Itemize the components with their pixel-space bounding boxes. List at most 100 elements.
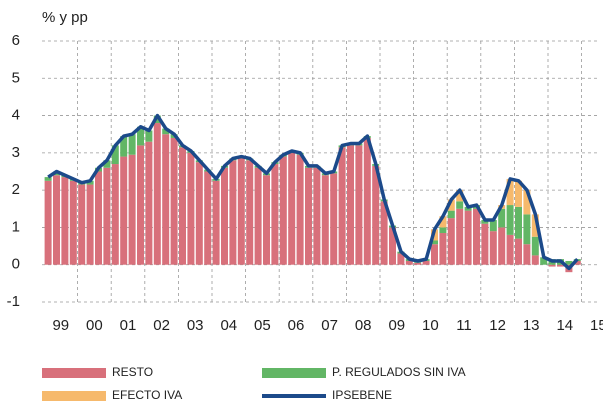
bar-segment — [531, 255, 539, 265]
bar-segment — [548, 264, 556, 267]
bar-segment — [53, 175, 60, 265]
bar-segment — [153, 123, 161, 265]
bar-segment — [271, 164, 279, 265]
legend-label: RESTO — [112, 365, 153, 379]
bar-segment — [363, 137, 371, 265]
bar-segment — [103, 160, 111, 168]
bar-segment — [397, 253, 405, 265]
bar-segment — [498, 208, 506, 228]
bar-segment — [489, 219, 497, 232]
bar-segment — [120, 136, 128, 157]
bar-segment — [506, 178, 514, 206]
x-tick-label: 13 — [523, 317, 540, 334]
bar-segment — [515, 238, 522, 265]
bar-segment — [321, 175, 329, 265]
bar-segment — [263, 175, 270, 265]
bar-segment — [204, 171, 212, 265]
bar-segment — [128, 154, 136, 265]
x-tick-label: 00 — [86, 317, 103, 334]
y-tick-label: -1 — [7, 293, 20, 310]
bar-segment — [439, 216, 447, 228]
bar-segment — [347, 145, 354, 265]
bar-segment — [145, 141, 153, 265]
bar-segment — [523, 214, 531, 245]
bar-segment — [573, 260, 581, 265]
x-tick-label: 05 — [254, 317, 271, 334]
y-tick-label: 5 — [12, 69, 20, 86]
y-axis-label: % y pp — [42, 9, 88, 26]
bar-segment — [338, 147, 346, 265]
bar-segment — [179, 147, 186, 265]
bar-segment — [464, 210, 472, 265]
bar-segment — [305, 167, 312, 265]
bar-segment — [237, 158, 245, 265]
legend-label: P. REGULADOS SIN IVA — [332, 365, 466, 379]
bar-segment — [380, 201, 388, 265]
bar-segment — [557, 264, 564, 267]
bar-segment — [254, 167, 262, 265]
legend-swatch — [42, 391, 106, 401]
bar-segment — [120, 156, 128, 265]
x-tick-label: 10 — [422, 317, 439, 334]
bar-segment — [162, 134, 170, 265]
x-tick-label: 02 — [153, 317, 170, 334]
y-tick-label: 2 — [12, 181, 20, 198]
bar-segment — [481, 219, 489, 224]
x-tick-label: 07 — [321, 317, 338, 334]
x-tick-label: 03 — [187, 317, 204, 334]
bar-segment — [137, 126, 144, 146]
bar-segment — [296, 154, 304, 265]
bar-segment — [565, 260, 573, 265]
bar-segment — [473, 208, 480, 265]
bar-segment — [78, 184, 86, 265]
bar-segment — [187, 152, 195, 265]
bar-segment — [86, 184, 94, 265]
bar-segment — [103, 167, 111, 265]
bar-segment — [464, 206, 472, 211]
bar-segment — [279, 156, 287, 265]
y-tick-label: 4 — [12, 107, 20, 124]
bar-segment — [523, 244, 531, 265]
bar-segment — [389, 227, 396, 265]
bar-segment — [439, 227, 447, 234]
bar-segment — [162, 128, 170, 135]
bar-segment — [422, 260, 430, 265]
bar-segment — [531, 214, 539, 237]
y-tick-label: 0 — [12, 256, 20, 273]
y-tick-label: 3 — [12, 144, 20, 161]
bar-segment — [456, 190, 464, 202]
legend-label: EFECTO IVA — [112, 388, 182, 402]
bar-segment — [44, 177, 52, 181]
legend-label: IPSEBENE — [332, 388, 392, 402]
bar-segment — [128, 134, 136, 155]
bar-segment — [95, 171, 102, 265]
bar-segment — [221, 167, 228, 265]
bar-segment — [515, 180, 522, 207]
x-tick-label: 04 — [220, 317, 237, 334]
legend-swatch — [42, 368, 106, 378]
bar-segment — [506, 205, 514, 235]
x-tick-label: 01 — [120, 317, 137, 334]
line — [47, 113, 579, 271]
bar-segment — [506, 234, 514, 265]
bar-segment — [145, 130, 153, 142]
bar-segment — [69, 180, 77, 265]
x-tick-label: 08 — [355, 317, 372, 334]
bar-segment — [456, 201, 464, 209]
bar-segment — [355, 145, 363, 265]
bar-segment — [229, 160, 237, 265]
bar-segment — [523, 190, 531, 215]
bar-segment — [288, 152, 296, 265]
y-tick-label: 6 — [12, 32, 20, 49]
bar-segment — [44, 180, 52, 265]
bar-segment — [456, 208, 464, 265]
bar-segment — [515, 206, 522, 239]
bar-segment — [111, 145, 119, 165]
bar-segment — [447, 210, 455, 219]
bar-segment — [531, 236, 539, 256]
x-tick-label: 09 — [388, 317, 405, 334]
bar-segment — [481, 223, 489, 265]
bar-segment — [246, 160, 254, 265]
bar-segment — [330, 173, 338, 265]
